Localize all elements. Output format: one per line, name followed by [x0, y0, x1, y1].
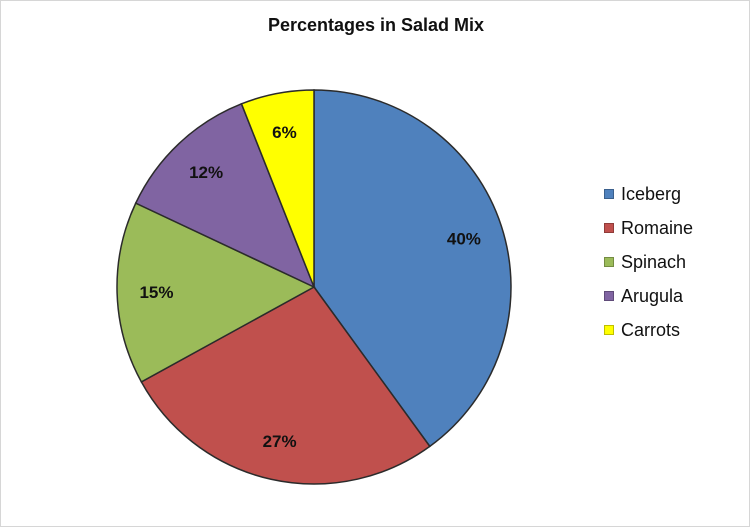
legend-label: Romaine [621, 217, 694, 238]
pie-slice-carrots [240, 89, 315, 288]
pie-slice-iceberg [313, 89, 512, 448]
chart-title: Percentages in Salad Mix [267, 15, 485, 35]
legend-label: Arugula [621, 285, 684, 306]
legend-swatch [604, 325, 614, 335]
legend-label: Carrots [621, 319, 681, 340]
chart-legend: Iceberg Romaine Spinach Arugula Carrots [604, 177, 693, 347]
legend-item-arugula: Arugula [604, 279, 693, 313]
pie-slice-spinach [116, 202, 316, 383]
legend-item-romaine: Romaine [604, 211, 693, 245]
legend-swatch [604, 257, 614, 267]
legend-item-spinach: Spinach [604, 245, 693, 279]
pie-slice-romaine [140, 286, 431, 485]
slice-label-carrots: 6% [272, 123, 297, 142]
slice-label-spinach: 15% [139, 283, 173, 302]
legend-swatch [604, 189, 614, 199]
slice-label-romaine: 27% [263, 432, 297, 451]
legend-label: Iceberg [621, 183, 682, 204]
pie-slice-arugula [134, 102, 316, 289]
legend-swatch [604, 223, 614, 233]
legend-swatch [604, 291, 614, 301]
legend-label: Spinach [621, 251, 687, 272]
legend-item-carrots: Carrots [604, 313, 693, 347]
slice-label-arugula: 12% [189, 163, 223, 182]
slice-label-iceberg: 40% [447, 229, 481, 248]
legend-item-iceberg: Iceberg [604, 177, 693, 211]
